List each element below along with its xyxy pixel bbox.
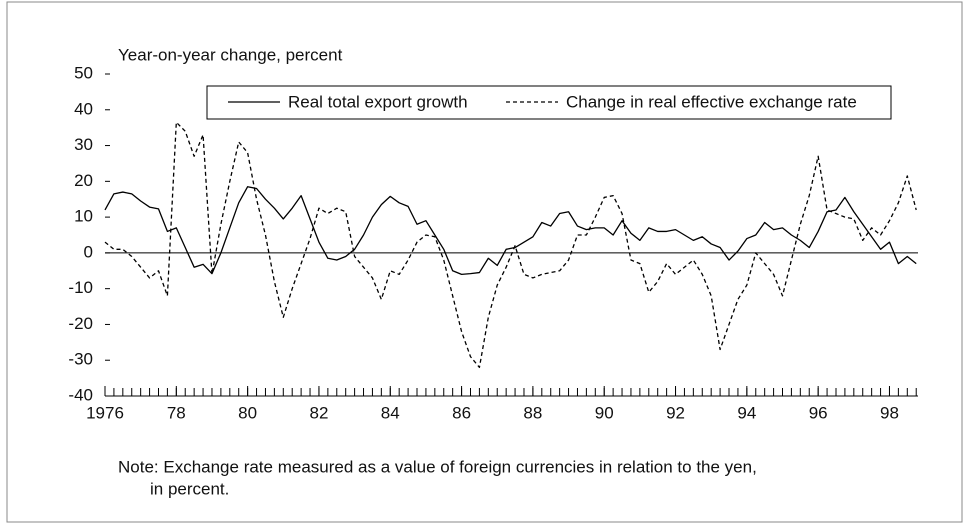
x-tick-label: 92: [666, 403, 685, 422]
x-tick-label: 82: [309, 403, 328, 422]
legend-label: Change in real effective exchange rate: [566, 92, 857, 111]
note: in percent.: [150, 479, 229, 498]
y-tick-label: -30: [68, 350, 93, 369]
x-tick-label: 86: [452, 403, 471, 422]
x-tick-label: 80: [238, 403, 257, 422]
x-tick-label: 78: [167, 403, 186, 422]
x-tick-label: 96: [809, 403, 828, 422]
legend-label: Real total export growth: [288, 92, 468, 111]
series-line: [104, 186, 917, 276]
x-tick-label: 98: [880, 403, 899, 422]
y-tick-label: 20: [74, 171, 93, 190]
y-tick-label: 50: [74, 63, 93, 82]
y-tick-label: 30: [74, 135, 93, 154]
x-tick-label: 84: [381, 403, 400, 422]
note: Note: Exchange rate measured as a value …: [118, 457, 757, 476]
x-tick-label: 88: [523, 403, 542, 422]
y-tick-label: -10: [68, 278, 93, 297]
y-axis-label: Year-on-year change, percent: [118, 45, 343, 64]
x-tick-label: 1976: [86, 403, 124, 422]
y-tick-label: 40: [74, 99, 93, 118]
series-line: [104, 121, 917, 369]
y-tick-label: 10: [74, 207, 93, 226]
x-tick-label: 90: [595, 403, 614, 422]
y-tick-label: 0: [84, 242, 93, 261]
y-tick-label: -20: [68, 314, 93, 333]
y-tick-label: -40: [68, 385, 93, 404]
x-tick-label: 94: [737, 403, 756, 422]
frame: [6, 1, 963, 523]
